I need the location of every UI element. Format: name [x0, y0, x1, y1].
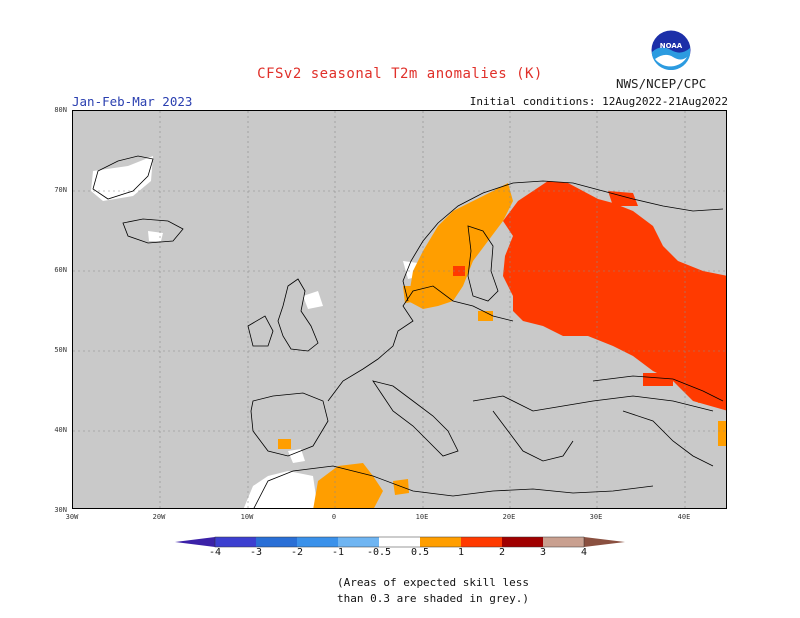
- colorbar-label: -1: [331, 547, 345, 558]
- colorbar-label: 3: [539, 547, 547, 558]
- red-anomaly-areas: [453, 181, 726, 411]
- neutral-anomaly-areas: [91, 156, 421, 508]
- colorbar-label: -0.5: [366, 547, 392, 558]
- lon-label-40e: 40E: [677, 513, 691, 521]
- anomaly-map: [72, 110, 727, 509]
- coastlines: [92, 155, 724, 508]
- lon-label-30w: 30W: [65, 513, 79, 521]
- lon-label-20w: 20W: [152, 513, 166, 521]
- lat-label-70n: 70N: [54, 186, 67, 194]
- colorbar-label: 0.5: [410, 547, 430, 558]
- colorbar-bin: [461, 537, 502, 547]
- colorbar: [175, 536, 625, 548]
- colorbar-bin: [297, 537, 338, 547]
- noaa-logo-text: NOAA: [660, 42, 683, 50]
- colorbar-label: -2: [290, 547, 304, 558]
- lon-label-20e: 20E: [502, 513, 516, 521]
- colorbar-label: 1: [457, 547, 465, 558]
- lat-label-40n: 40N: [54, 426, 67, 434]
- map-canvas: [73, 111, 726, 508]
- colorbar-bin: [543, 537, 584, 547]
- colorbar-bin: [338, 537, 379, 547]
- lat-label-80n: 80N: [54, 106, 67, 114]
- chart-title: CFSv2 seasonal T2m anomalies (K): [257, 66, 543, 82]
- lat-label-50n: 50N: [54, 346, 67, 354]
- lon-label-10w: 10W: [240, 513, 254, 521]
- lon-label-10e: 10E: [415, 513, 429, 521]
- colorbar-bin: [502, 537, 543, 547]
- season-label: Jan-Feb-Mar 2023: [72, 94, 193, 109]
- footnote-line-1: (Areas of expected skill less: [336, 576, 530, 589]
- initial-conditions-label: Initial conditions: 12Aug2022-21Aug2022: [469, 95, 728, 108]
- colorbar-label: 2: [498, 547, 506, 558]
- lon-label-30e: 30E: [589, 513, 603, 521]
- agency-label: NWS/NCEP/CPC: [616, 76, 707, 91]
- lat-label-60n: 60N: [54, 266, 67, 274]
- lat-label-30n: 30N: [54, 506, 67, 514]
- lon-label-0: 0: [331, 513, 337, 521]
- colorbar-bin: [256, 537, 297, 547]
- colorbar-arrow-right: [584, 537, 625, 547]
- noaa-logo: NOAA: [651, 30, 691, 70]
- colorbar-label: -3: [249, 547, 263, 558]
- colorbar-label: 4: [580, 547, 588, 558]
- colorbar-bin: [420, 537, 461, 547]
- footnote-line-2: than 0.3 are shaded in grey.): [336, 592, 530, 605]
- colorbar-arrow-left: [175, 537, 215, 547]
- colorbar-bin: [379, 537, 420, 547]
- colorbar-bin: [215, 537, 256, 547]
- colorbar-label: -4: [208, 547, 222, 558]
- graticule: [73, 111, 726, 508]
